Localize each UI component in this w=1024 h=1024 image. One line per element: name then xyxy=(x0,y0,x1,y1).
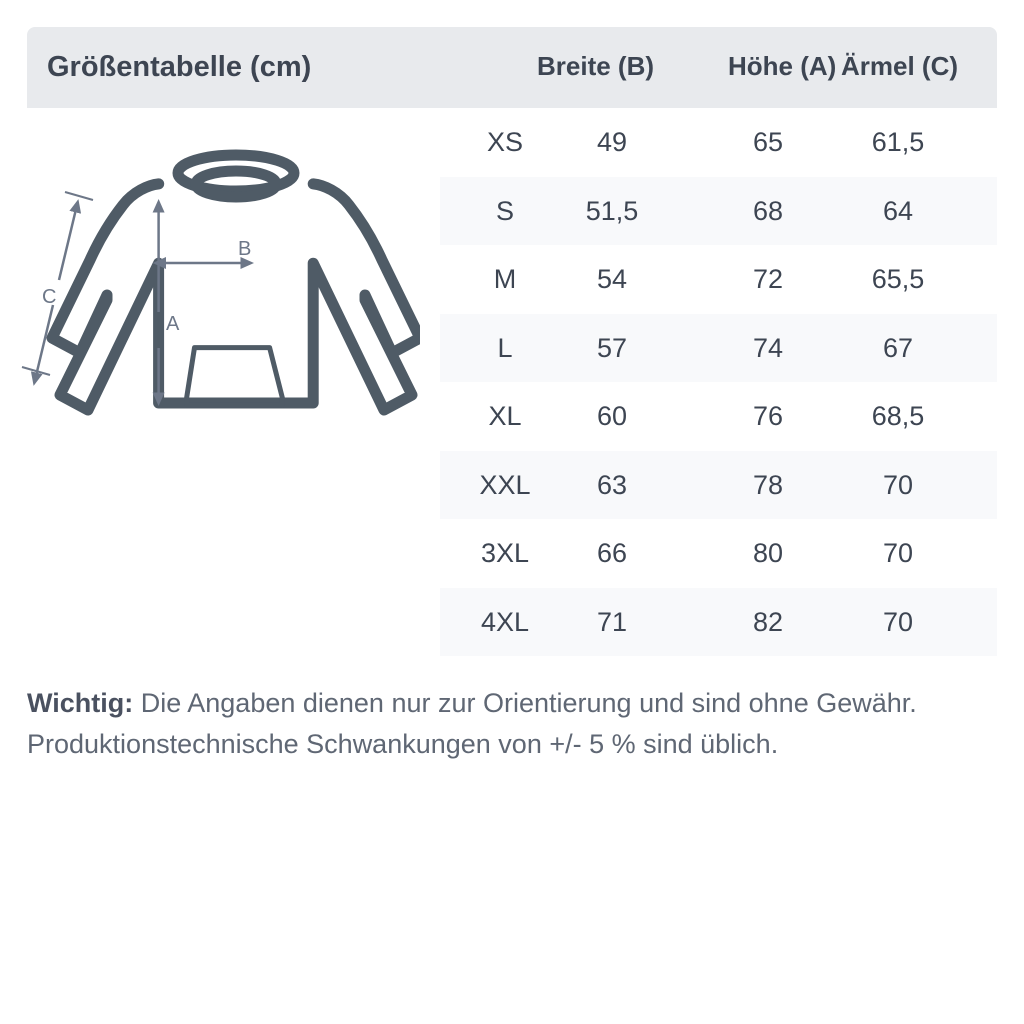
svg-text:B: B xyxy=(238,238,251,260)
svg-text:A: A xyxy=(166,313,180,335)
svg-text:C: C xyxy=(42,286,56,308)
